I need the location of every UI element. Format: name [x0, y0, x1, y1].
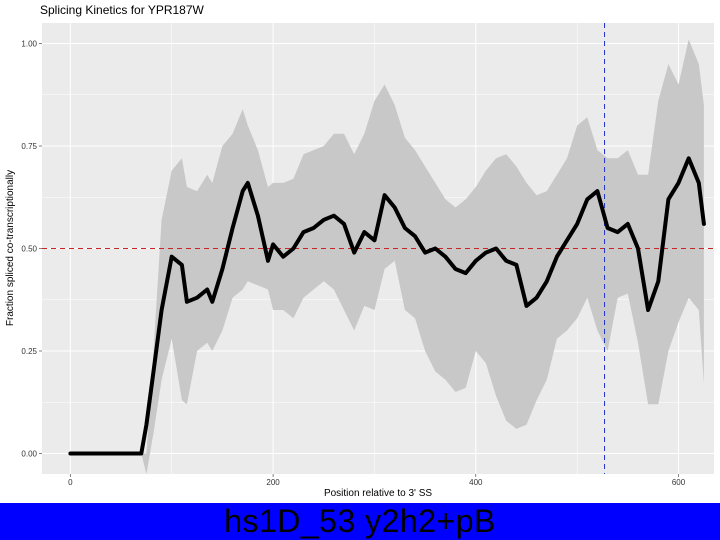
- confidence-band: [70, 39, 704, 475]
- y-tick-label: 0.50: [21, 245, 37, 254]
- caption-bar: hs1D_53 y2h2+pB: [0, 503, 720, 540]
- caption-text: hs1D_53 y2h2+pB: [224, 503, 496, 539]
- chart: Splicing Kinetics for YPR187W 0 200 400 600…: [5, 3, 714, 499]
- y-axis-label: Fraction spliced co-transcriptionally: [5, 170, 16, 326]
- axis-ticks: 0 200 400 600 0.00 0.25 0.50 0.75 1.00: [21, 40, 685, 488]
- y-tick-label: 1.00: [21, 40, 37, 49]
- x-tick-label: 0: [68, 478, 73, 487]
- y-tick-label: 0.00: [21, 450, 37, 459]
- x-axis-label: Position relative to 3' SS: [324, 488, 432, 499]
- x-tick-label: 400: [469, 478, 483, 487]
- y-tick-label: 0.75: [21, 142, 37, 151]
- chart-title: Splicing Kinetics for YPR187W: [40, 3, 205, 17]
- x-tick-label: 200: [266, 478, 280, 487]
- x-tick-label: 600: [672, 478, 686, 487]
- series-line: [68, 156, 706, 456]
- y-tick-label: 0.25: [21, 347, 37, 356]
